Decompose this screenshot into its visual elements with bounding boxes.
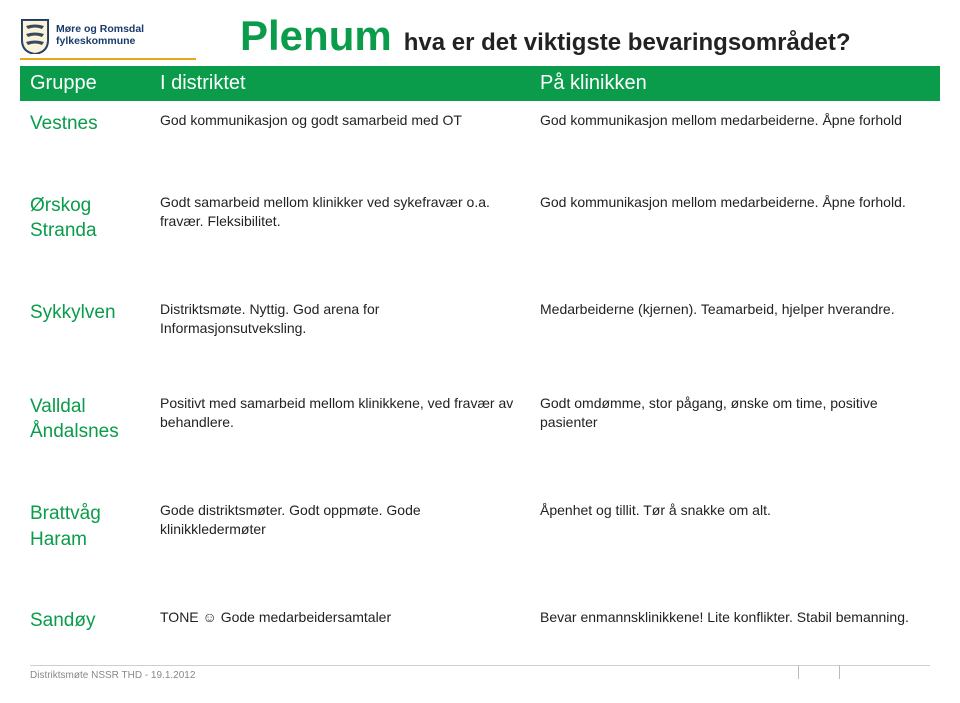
cell-clinic: Bevar enmannsklinikkene! Lite konflikter… — [530, 584, 940, 652]
table-row: Ørskog StrandaGodt samarbeid mellom klin… — [20, 169, 940, 276]
cell-district: Positivt med samarbeid mellom klinikkene… — [150, 370, 530, 477]
table-header-row: Gruppe I distriktet På klinikken — [20, 66, 940, 101]
footer-tick — [839, 665, 840, 679]
county-line2: fylkeskommune — [56, 36, 144, 48]
logo-underline — [20, 58, 196, 60]
footer-tickmarks — [798, 665, 840, 679]
slide-title: Plenum hva er det viktigste bevaringsomr… — [240, 12, 851, 60]
header-bar: Møre og Romsdal fylkeskommune Plenum hva… — [20, 12, 940, 60]
cell-clinic: Åpenhet og tillit. Tør å snakke om alt. — [530, 477, 940, 584]
main-table-wrap: Gruppe I distriktet På klinikken Vestnes… — [20, 66, 940, 652]
cell-group: Vestnes — [20, 101, 150, 169]
table-row: SykkylvenDistriktsmøte. Nyttig. God aren… — [20, 276, 940, 370]
title-emphasis: Plenum — [240, 12, 392, 60]
footer-text: Distriktsmøte NSSR THD - 19.1.2012 — [30, 670, 195, 681]
table-row: VestnesGod kommunikasjon og godt samarbe… — [20, 101, 940, 169]
cell-group: Sandøy — [20, 584, 150, 652]
cell-clinic: Godt omdømme, stor pågang, ønske om time… — [530, 370, 940, 477]
col-header-clinic: På klinikken — [530, 66, 940, 101]
cell-district: Distriktsmøte. Nyttig. God arena for Inf… — [150, 276, 530, 370]
main-table: Gruppe I distriktet På klinikken Vestnes… — [20, 66, 940, 652]
cell-group: Valldal Åndalsnes — [20, 370, 150, 477]
table-row: Brattvåg HaramGode distriktsmøter. Godt … — [20, 477, 940, 584]
cell-district: Godt samarbeid mellom klinikker ved syke… — [150, 169, 530, 276]
cell-clinic: Medarbeiderne (kjernen). Teamarbeid, hje… — [530, 276, 940, 370]
cell-group: Ørskog Stranda — [20, 169, 150, 276]
col-header-district: I distriktet — [150, 66, 530, 101]
table-row: SandøyTONE ☺ Gode medarbeidersamtalerBev… — [20, 584, 940, 652]
cell-group: Sykkylven — [20, 276, 150, 370]
table-body: VestnesGod kommunikasjon og godt samarbe… — [20, 101, 940, 652]
cell-district: God kommunikasjon og godt samarbeid med … — [150, 101, 530, 169]
county-logo: Møre og Romsdal fylkeskommune — [20, 18, 144, 54]
cell-district: Gode distriktsmøter. Godt oppmøte. Gode … — [150, 477, 530, 584]
county-name: Møre og Romsdal fylkeskommune — [56, 24, 144, 47]
cell-clinic: God kommunikasjon mellom medarbeiderne. … — [530, 169, 940, 276]
cell-group: Brattvåg Haram — [20, 477, 150, 584]
table-row: Valldal ÅndalsnesPositivt med samarbeid … — [20, 370, 940, 477]
col-header-group: Gruppe — [20, 66, 150, 101]
footer-tick — [798, 665, 799, 679]
cell-clinic: God kommunikasjon mellom medarbeiderne. … — [530, 101, 940, 169]
cell-district: TONE ☺ Gode medarbeidersamtaler — [150, 584, 530, 652]
title-rest: hva er det viktigste bevaringsområdet? — [404, 29, 851, 57]
shield-icon — [20, 18, 50, 54]
footer: Distriktsmøte NSSR THD - 19.1.2012 — [30, 665, 930, 681]
